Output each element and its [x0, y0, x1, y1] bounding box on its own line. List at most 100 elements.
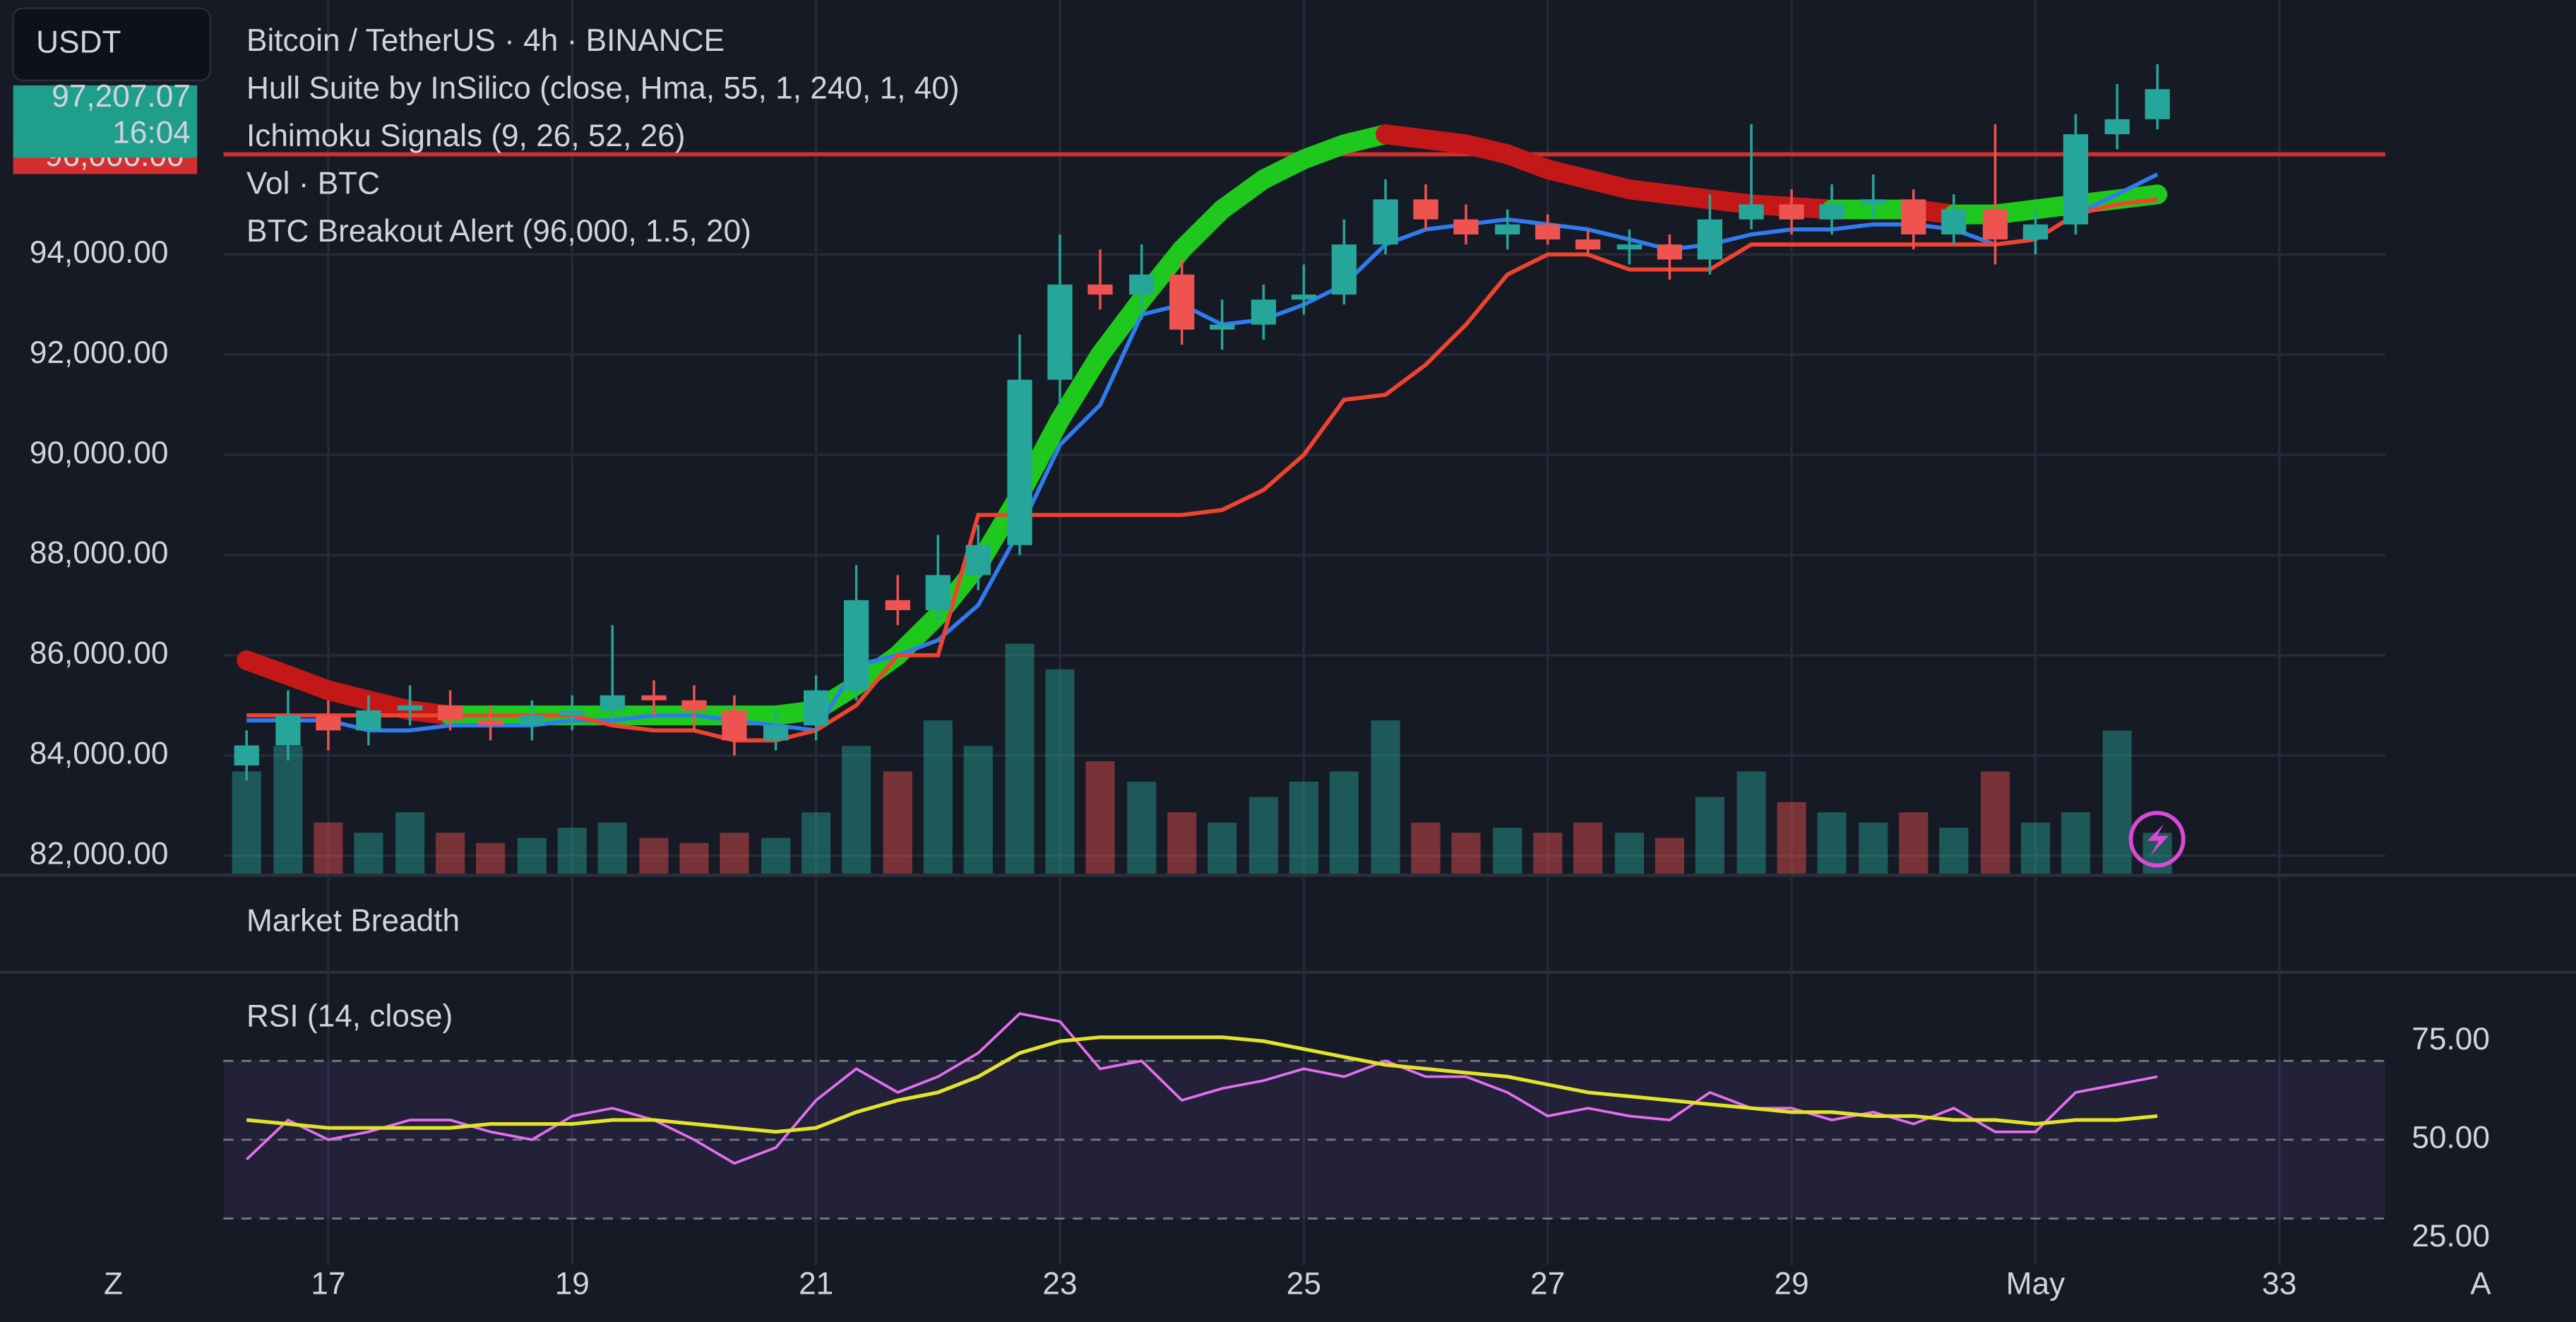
volume-bar — [597, 822, 627, 874]
volume-bar — [557, 828, 587, 874]
candle-body — [2145, 89, 2170, 119]
bottom-button[interactable]: A — [2470, 1267, 2491, 1302]
volume-bar — [842, 746, 871, 874]
candle-body — [1739, 204, 1764, 220]
candle-body — [437, 705, 463, 721]
candle-body — [681, 700, 707, 710]
candle-body — [1535, 224, 1561, 240]
volume-bar — [1451, 833, 1481, 874]
alert-icon[interactable] — [2128, 811, 2186, 868]
candle-body — [1575, 239, 1601, 250]
x-tick-label: 25 — [1287, 1267, 1321, 1302]
grid — [223, 0, 2386, 1265]
candle-body — [1087, 284, 1113, 295]
hull-segment — [1090, 290, 1152, 365]
volume-bar — [761, 838, 791, 874]
price-tag-value: 97,207.07 — [52, 79, 191, 114]
candle-body — [519, 715, 544, 726]
x-tick-label: 33 — [2262, 1267, 2296, 1302]
volume-bar — [1736, 771, 1766, 874]
volume-bar — [1208, 822, 1237, 874]
pane-title: Market Breadth — [246, 904, 460, 939]
volume-bar — [1085, 761, 1115, 874]
rsi-line — [246, 1035, 2158, 1134]
candle-body — [559, 710, 585, 715]
alert-icon-bolt[interactable] — [2147, 824, 2169, 856]
hull-segment — [2107, 184, 2168, 210]
candle-body — [1941, 209, 1967, 234]
price-tag — [13, 85, 198, 158]
candle-body — [1901, 199, 1926, 234]
candle-body — [600, 695, 625, 710]
volume-bar — [1045, 669, 1075, 874]
volume-bar — [1939, 828, 1969, 874]
candle-body — [1047, 284, 1073, 380]
y-tick-label: 84,000.00 — [30, 736, 169, 770]
candle-body — [1373, 199, 1398, 245]
candle-body — [1819, 204, 1844, 220]
volume-bar — [1533, 833, 1563, 874]
overlay-line — [246, 172, 2159, 733]
candle-body — [2063, 134, 2089, 225]
rsi-band — [223, 1061, 2386, 1219]
labels: 17 19 21 23 25 27 29 May 33 82,000.00 84,000.00 86,… — [30, 235, 2490, 1301]
volume-bar — [1654, 838, 1685, 874]
y-tick-label: 25.00 — [2411, 1219, 2490, 1253]
candle-body — [722, 710, 747, 741]
volume-bar — [801, 812, 831, 874]
candle-body — [398, 705, 423, 710]
symbol-button-label[interactable]: USDT — [36, 25, 121, 59]
candle-body — [641, 695, 667, 701]
volume-bar — [923, 720, 953, 874]
candle-body — [356, 710, 381, 731]
candle-body — [316, 715, 341, 731]
y-tick-label: 75.00 — [2411, 1022, 2490, 1056]
volume-bar — [720, 833, 749, 874]
y-tick-label: 88,000.00 — [30, 536, 169, 571]
volume-bar — [1859, 822, 1888, 874]
x-tick-label: 17 — [311, 1267, 345, 1302]
candle-body — [1657, 244, 1683, 260]
candle-body — [1779, 204, 1804, 220]
volume-bar — [1248, 797, 1278, 874]
volume-bar — [883, 771, 912, 874]
candle-body — [1291, 294, 1317, 300]
symbol-button[interactable] — [12, 7, 211, 82]
indicator-label: Vol · BTC — [246, 166, 380, 201]
y-tick-label: 82,000.00 — [30, 836, 169, 871]
volume-bar — [273, 746, 303, 874]
volume-bar — [1005, 643, 1034, 874]
volume-bar — [1695, 797, 1724, 874]
candle-body — [925, 575, 950, 611]
volume-bar — [232, 771, 261, 874]
bottom-button[interactable]: Z — [104, 1267, 123, 1302]
candle-body — [1861, 199, 1886, 205]
y-tick-label: 92,000.00 — [30, 335, 169, 370]
candle-body — [844, 600, 869, 691]
volume-bar — [476, 842, 506, 874]
candle-body — [2022, 224, 2049, 240]
volume-bar — [436, 833, 465, 874]
candle-body — [2104, 119, 2130, 135]
volume-bar — [1817, 812, 1847, 874]
price-tag-time: 16:04 — [112, 115, 191, 150]
volume-bar — [517, 838, 547, 874]
x-tick-label: 19 — [555, 1267, 590, 1302]
volume-bar — [1573, 822, 1603, 874]
x-tick-label: 21 — [799, 1267, 833, 1302]
y-tick-label: 94,000.00 — [30, 235, 169, 270]
candle-body — [1129, 274, 1155, 295]
candle-body — [1453, 219, 1479, 234]
pane-title: RSI (14, close) — [246, 999, 453, 1033]
y-tick-label: 90,000.00 — [30, 436, 169, 470]
candle-body — [275, 715, 301, 746]
candle-body — [804, 690, 829, 726]
volume-bar — [354, 833, 383, 874]
candle-body — [1251, 299, 1277, 325]
candle-body — [1697, 219, 1723, 260]
x-tick-label: 23 — [1042, 1267, 1077, 1302]
volume-bar — [1980, 771, 2010, 874]
